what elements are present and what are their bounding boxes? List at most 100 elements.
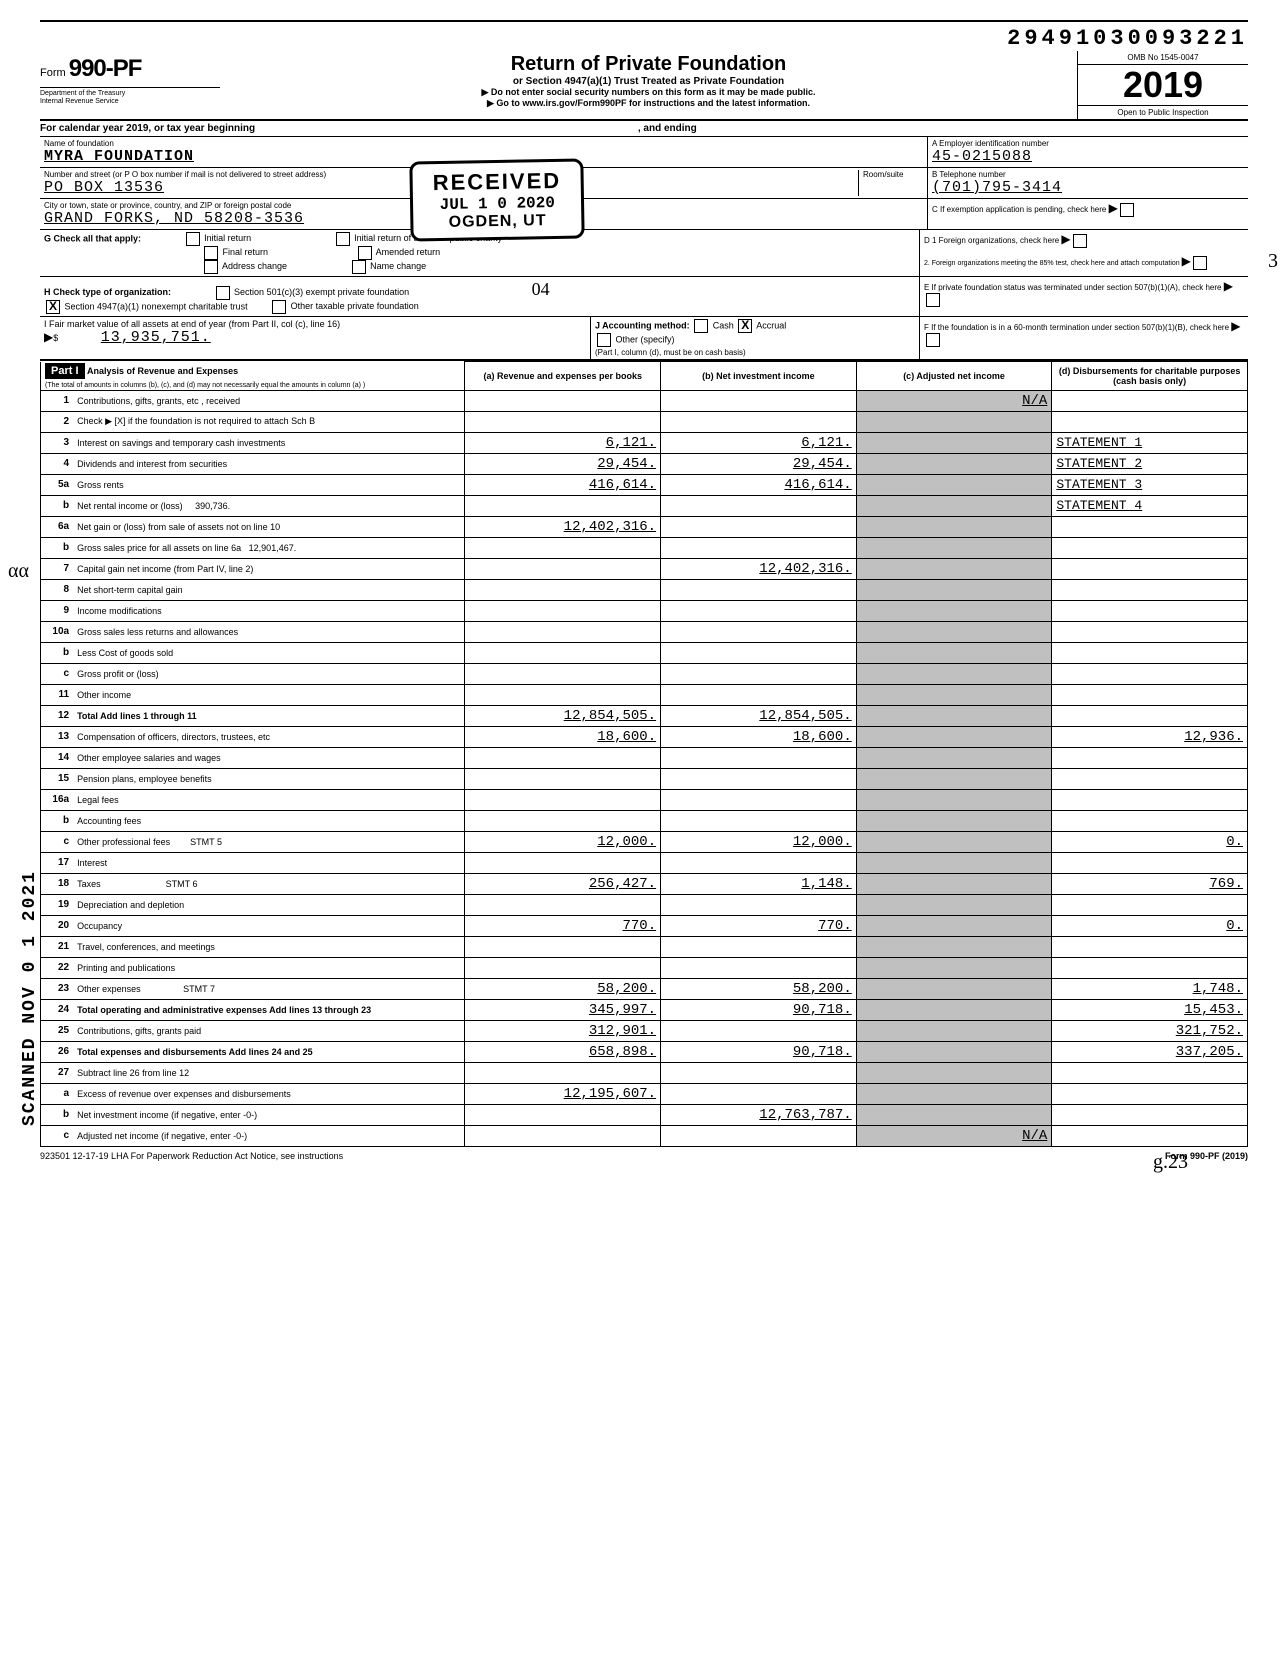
- col-d-value: [1052, 1125, 1248, 1146]
- table-row: 24Total operating and administrative exp…: [41, 999, 1248, 1020]
- col-d-value: 1,748.: [1052, 978, 1248, 999]
- line-description: Check ▶ [X] if the foundation is not req…: [73, 411, 465, 432]
- line-description: Other employee salaries and wages: [73, 747, 465, 768]
- line-number: a: [41, 1083, 74, 1104]
- line-description: Gross sales price for all assets on line…: [73, 537, 465, 558]
- col-d-value: [1052, 390, 1248, 411]
- col-a-value: 29,454.: [465, 453, 661, 474]
- col-c-value: N/A: [856, 390, 1052, 411]
- line-number: 10a: [41, 621, 74, 642]
- col-a-value: 12,000.: [465, 831, 661, 852]
- form-header: Form 990-PF Department of the Treasury I…: [40, 51, 1248, 121]
- col-a-value: [465, 936, 661, 957]
- col-d-value: 321,752.: [1052, 1020, 1248, 1041]
- table-row: 10aGross sales less returns and allowanc…: [41, 621, 1248, 642]
- line-description: Total expenses and disbursements Add lin…: [73, 1041, 465, 1062]
- col-b-value: [661, 537, 857, 558]
- col-d-value: 12,936.: [1052, 726, 1248, 747]
- col-d-value: [1052, 663, 1248, 684]
- col-c-value: [856, 663, 1052, 684]
- col-d-value: [1052, 768, 1248, 789]
- col-b-header: (b) Net investment income: [661, 362, 857, 391]
- line-description: Gross rents: [73, 474, 465, 495]
- col-a-value: [465, 411, 661, 432]
- handwritten-04: 04: [532, 279, 550, 299]
- doc-id: 29491030093221: [1007, 26, 1248, 51]
- line-description: Depreciation and depletion: [73, 894, 465, 915]
- col-a-value: [465, 852, 661, 873]
- table-row: 21Travel, conferences, and meetings: [41, 936, 1248, 957]
- line-description: Income modifications: [73, 600, 465, 621]
- line-description: Contributions, gifts, grants paid: [73, 1020, 465, 1041]
- col-c-value: [856, 936, 1052, 957]
- table-row: 16aLegal fees: [41, 789, 1248, 810]
- table-row: cOther professional fees STMT 512,000.12…: [41, 831, 1248, 852]
- line-description: Travel, conferences, and meetings: [73, 936, 465, 957]
- table-row: bNet rental income or (loss) 390,736.STA…: [41, 495, 1248, 516]
- header-note2: ▶ Go to www.irs.gov/Form990PF for instru…: [228, 98, 1069, 109]
- fmv-value: 13,935,751.: [101, 329, 211, 346]
- col-a-value: [465, 1062, 661, 1083]
- col-c-value: [856, 453, 1052, 474]
- table-row: 8Net short-term capital gain: [41, 579, 1248, 600]
- table-row: cGross profit or (loss): [41, 663, 1248, 684]
- col-b-value: 29,454.: [661, 453, 857, 474]
- line-description: Net short-term capital gain: [73, 579, 465, 600]
- col-c-value: [856, 621, 1052, 642]
- col-a-value: 12,402,316.: [465, 516, 661, 537]
- omb-number: OMB No 1545-0047: [1078, 51, 1248, 65]
- col-d-value: [1052, 684, 1248, 705]
- line-number: 25: [41, 1020, 74, 1041]
- col-a-value: [465, 894, 661, 915]
- table-row: 11Other income: [41, 684, 1248, 705]
- table-row: 5aGross rents416,614.416,614.STATEMENT 3: [41, 474, 1248, 495]
- line-number: 9: [41, 600, 74, 621]
- col-b-value: [661, 894, 857, 915]
- line-description: Other expenses STMT 7: [73, 978, 465, 999]
- exemption-checkbox[interactable]: [1120, 203, 1134, 217]
- line-description: Net gain or (loss) from sale of assets n…: [73, 516, 465, 537]
- col-c-value: [856, 1104, 1052, 1125]
- col-a-value: 58,200.: [465, 978, 661, 999]
- col-d-value: [1052, 705, 1248, 726]
- col-d-value: [1052, 579, 1248, 600]
- col-c-value: [856, 810, 1052, 831]
- col-a-value: 256,427.: [465, 873, 661, 894]
- col-c-value: [856, 831, 1052, 852]
- line-number: 18: [41, 873, 74, 894]
- col-a-value: [465, 957, 661, 978]
- line-number: 23: [41, 978, 74, 999]
- col-b-value: [661, 957, 857, 978]
- col-b-value: [661, 600, 857, 621]
- col-a-value: 345,997.: [465, 999, 661, 1020]
- col-c-value: [856, 705, 1052, 726]
- col-b-value: 770.: [661, 915, 857, 936]
- table-row: 22Printing and publications: [41, 957, 1248, 978]
- line-description: Occupancy: [73, 915, 465, 936]
- col-d-value: [1052, 1104, 1248, 1125]
- table-row: 1Contributions, gifts, grants, etc , rec…: [41, 390, 1248, 411]
- col-b-value: [661, 1125, 857, 1146]
- col-a-value: 416,614.: [465, 474, 661, 495]
- line-number: 8: [41, 579, 74, 600]
- ein-value: 45-0215088: [932, 148, 1244, 165]
- col-b-value: [661, 390, 857, 411]
- 4947-checkbox[interactable]: X: [46, 300, 60, 314]
- part1-table: Part I Analysis of Revenue and Expenses …: [40, 361, 1248, 1147]
- address-row: Number and street (or P O box number if …: [40, 168, 1248, 199]
- section-i-j-f: I Fair market value of all assets at end…: [40, 317, 1248, 361]
- col-a-value: [465, 579, 661, 600]
- line-description: Gross sales less returns and allowances: [73, 621, 465, 642]
- form-number-block: Form 990-PF: [40, 55, 220, 83]
- accrual-checkbox[interactable]: X: [738, 319, 752, 333]
- col-a-value: [465, 1104, 661, 1125]
- table-row: 15Pension plans, employee benefits: [41, 768, 1248, 789]
- col-c-value: [856, 495, 1052, 516]
- handwritten-g23: g.23: [1153, 1151, 1188, 1174]
- col-d-value: [1052, 642, 1248, 663]
- col-c-value: [856, 579, 1052, 600]
- city-row: City or town, state or province, country…: [40, 199, 1248, 230]
- table-row: 27Subtract line 26 from line 12: [41, 1062, 1248, 1083]
- table-row: 18Taxes STMT 6256,427.1,148.769.: [41, 873, 1248, 894]
- col-d-value: STATEMENT 1: [1052, 432, 1248, 453]
